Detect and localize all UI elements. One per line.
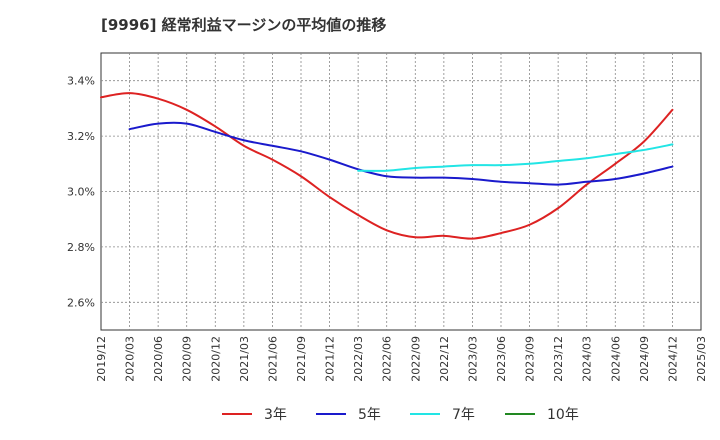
x-tick-label: 2021/03 xyxy=(238,336,251,382)
x-tick-label: 2021/12 xyxy=(324,336,337,382)
legend-label: 5年 xyxy=(358,407,381,423)
x-tick-label: 2022/12 xyxy=(438,336,451,382)
series-line xyxy=(128,121,674,186)
grid-lines xyxy=(101,53,701,330)
x-tick-label: 2022/09 xyxy=(409,336,422,382)
x-tick-label: 2024/12 xyxy=(666,336,679,382)
legend: 3年 5年 7年 10年 xyxy=(222,407,579,423)
y-tick-label: 3.2% xyxy=(67,130,95,143)
x-tick-label: 2023/03 xyxy=(466,336,479,382)
x-tick-label: 2023/12 xyxy=(552,336,565,382)
x-tick-label: 2019/12 xyxy=(95,336,108,382)
series-lines xyxy=(100,92,674,240)
x-tick-label: 2020/12 xyxy=(209,336,222,382)
x-tick-label: 2025/03 xyxy=(695,336,708,382)
series-line xyxy=(357,143,674,172)
y-tick-label: 3.4% xyxy=(67,75,95,88)
x-tick-label: 2024/03 xyxy=(581,336,594,382)
x-tick-label: 2024/09 xyxy=(638,336,651,382)
x-tick-label: 2020/06 xyxy=(152,336,165,382)
y-tick-label: 2.6% xyxy=(67,296,95,309)
x-tick-label: 2022/03 xyxy=(352,336,365,382)
x-tick-label: 2023/06 xyxy=(495,336,508,382)
x-tick-label: 2024/06 xyxy=(609,336,622,382)
x-tick-label: 2023/09 xyxy=(524,336,537,382)
y-axis-ticks: 2.6% 2.8% 3.0% 3.2% 3.4% xyxy=(67,75,95,310)
legend-label: 10年 xyxy=(547,407,579,423)
x-tick-label: 2020/03 xyxy=(124,336,137,382)
legend-label: 7年 xyxy=(452,407,475,423)
x-tick-label: 2021/09 xyxy=(295,336,308,382)
legend-label: 3年 xyxy=(264,407,287,423)
y-tick-label: 2.8% xyxy=(67,241,95,254)
x-axis-ticks: 2019/12 2020/03 2020/06 2020/09 2020/12 2021/… xyxy=(95,336,708,382)
x-tick-label: 2022/06 xyxy=(381,336,394,382)
series-line xyxy=(100,92,674,240)
x-tick-label: 2020/09 xyxy=(181,336,194,382)
x-tick-label: 2021/06 xyxy=(266,336,279,382)
y-tick-label: 3.0% xyxy=(67,186,95,199)
chart-title: [9996] 経常利益マージンの平均値の推移 xyxy=(101,16,387,34)
